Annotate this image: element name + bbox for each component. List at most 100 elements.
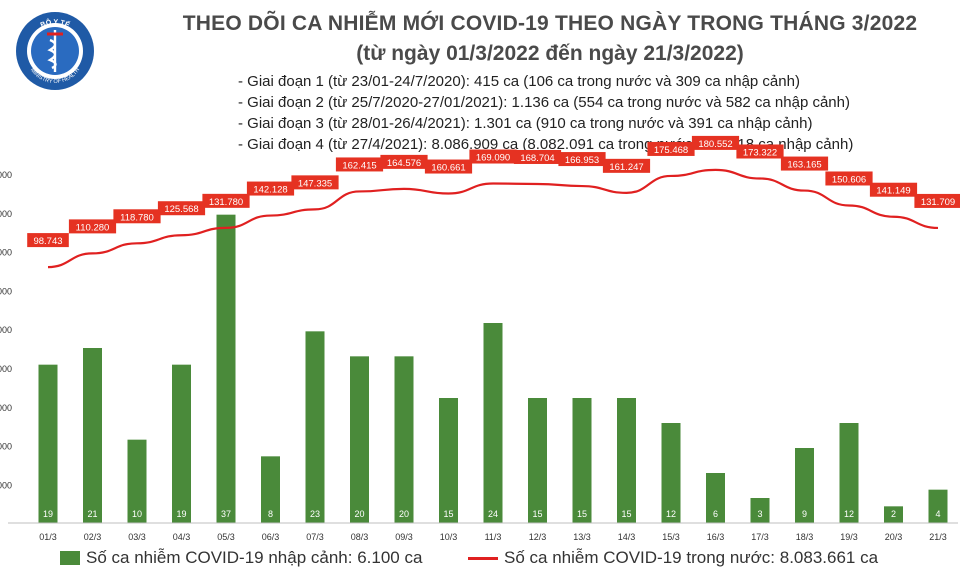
line-label-box <box>780 156 829 171</box>
x-tick-label: 16/3 <box>707 532 725 542</box>
legend-item-bars: Số ca nhiễm COVID-19 nhập cảnh: 6.100 ca <box>60 548 422 568</box>
bar <box>617 398 636 523</box>
x-tick-label: 05/3 <box>217 532 235 542</box>
line-label-text: 98.743 <box>33 236 62 247</box>
line-value-label: 110.280 <box>68 219 117 234</box>
bar <box>439 398 458 523</box>
x-axis-ticks: 01/3 02/3 03/3 04/3 05/3 06/3 07/3 08/3 09/3 10/3… <box>39 532 947 542</box>
line-value-label: 163.165 <box>780 156 829 171</box>
line-label-text: 147.335 <box>298 178 332 189</box>
line-label-box <box>27 233 69 248</box>
line-label-text: 166.953 <box>565 155 599 166</box>
bar <box>172 364 191 523</box>
bar <box>661 423 681 523</box>
x-tick-label: 10/3 <box>440 532 458 542</box>
line-value-label: 98.743 <box>27 233 69 248</box>
x-tick-label: 15/3 <box>662 532 680 542</box>
x-tick-label: 03/3 <box>128 532 146 542</box>
line-label-text: 142.128 <box>253 185 287 196</box>
bar-value-label: 8 <box>268 509 273 519</box>
line-label-text: 150.606 <box>832 174 866 185</box>
bar <box>528 398 547 523</box>
chart-title: THEO DÕI CA NHIỄM MỚI COVID-19 THEO NGÀY… <box>182 12 918 35</box>
bar <box>572 398 592 523</box>
bar-series <box>38 214 948 523</box>
bar-value-label: 20 <box>354 509 364 519</box>
x-tick-label: 01/3 <box>39 532 57 542</box>
line-value-label: 125.568 <box>157 201 206 216</box>
line-value-label: 131.780 <box>202 193 250 208</box>
bar-value-label: 24 <box>488 509 498 519</box>
line-label-box <box>246 181 295 196</box>
bar <box>483 323 503 523</box>
legend-swatch-bar <box>60 551 80 565</box>
line-label-box <box>157 201 206 216</box>
bar-value-label: 15 <box>621 509 631 519</box>
bar-value-label: 15 <box>443 509 453 519</box>
bar <box>928 489 948 523</box>
bar-value-label: 6 <box>713 509 718 519</box>
x-tick-label: 17/3 <box>751 532 769 542</box>
line-value-label: 180.552 <box>691 135 740 150</box>
line-label-box <box>335 157 384 172</box>
bar <box>127 439 147 523</box>
line-value-label: 141.149 <box>869 182 918 197</box>
x-tick-label: 06/3 <box>262 532 280 542</box>
line-label-text: 125.568 <box>164 204 198 215</box>
x-tick-label: 19/3 <box>840 532 858 542</box>
line-label-box <box>914 193 960 208</box>
x-tick-label: 21/3 <box>929 532 947 542</box>
line-value-label: 169.090 <box>469 149 517 164</box>
x-tick-label: 07/3 <box>306 532 324 542</box>
x-tick-label: 04/3 <box>173 532 191 542</box>
x-tick-label: 09/3 <box>395 532 413 542</box>
x-tick-label: 02/3 <box>84 532 102 542</box>
x-tick-label: 08/3 <box>351 532 369 542</box>
legend-item-line: Số ca nhiễm COVID-19 trong nước: 8.083.6… <box>468 548 878 568</box>
bar-value-labels: 19 21 10 19 37 8 23 20 20 15 24 15 15 15 12 6 3 9 12 2 4 <box>43 509 941 519</box>
line-label-box <box>513 149 562 164</box>
bar <box>38 364 58 523</box>
bar-value-label: 10 <box>132 509 142 519</box>
ministry-logo: BỘ Y TẾ MINISTRY OF HEALTH <box>16 12 94 90</box>
line-label-box <box>736 144 784 159</box>
bar-value-label: 15 <box>577 509 587 519</box>
bar <box>839 423 859 523</box>
bar <box>706 473 725 523</box>
line-value-label: 150.606 <box>825 171 873 186</box>
bar-value-label: 20 <box>399 509 409 519</box>
bar <box>350 356 369 523</box>
line-label-box <box>647 141 695 156</box>
line-label-text: 110.280 <box>76 222 110 233</box>
bar-value-label: 3 <box>757 509 762 519</box>
bar <box>261 456 280 523</box>
line-value-label: 168.704 <box>513 149 562 164</box>
line-label-text: 161.247 <box>609 162 643 173</box>
legend-label-bars: Số ca nhiễm COVID-19 nhập cảnh: 6.100 ca <box>86 548 423 567</box>
bar-value-label: 2 <box>891 509 896 519</box>
bar-value-label: 37 <box>221 509 231 519</box>
line-label-text: 118.780 <box>120 212 154 223</box>
line-value-label: 160.661 <box>424 159 473 174</box>
line-label-box <box>558 152 606 167</box>
bar-value-label: 9 <box>802 509 807 519</box>
line-label-text: 163.165 <box>787 160 821 171</box>
line-label-box <box>424 159 473 174</box>
x-tick-label: 20/3 <box>885 532 903 542</box>
line-label-text: 169.090 <box>476 153 510 164</box>
line-value-label: 118.780 <box>113 209 161 224</box>
line-label-box <box>68 219 117 234</box>
legend-swatch-line <box>468 556 498 560</box>
line-value-labels: 98.743 110.280 118.780 125.568 131.780 142.12… <box>27 135 960 248</box>
line-label-text: 173.322 <box>743 147 777 158</box>
phase-item: Giai đoạn 2 (từ 25/7/2020-27/01/2021): 1… <box>238 92 853 113</box>
legend-label-line: Số ca nhiễm COVID-19 trong nước: 8.083.6… <box>504 548 879 567</box>
